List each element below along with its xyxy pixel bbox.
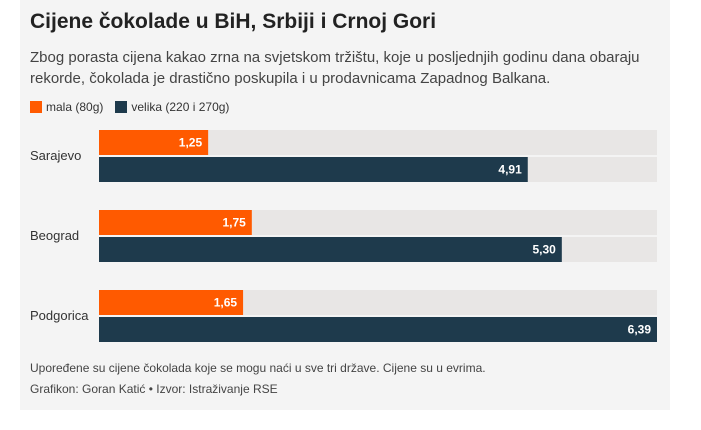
bar-chart: Sarajevo 1,25 4,91 Beograd 1,75 5,30 Podgorica…: [30, 130, 657, 342]
bar-podgorica-small: [99, 290, 244, 315]
data-label-sarajevo-large: 4,91: [498, 163, 522, 177]
chart-title: Cijene čokolade u BiH, Srbiji i Crnoj Go…: [30, 10, 437, 33]
data-label-sarajevo-small: 1,25: [179, 136, 203, 150]
legend-item-small: mala (80g): [30, 100, 103, 114]
data-label-podgorica-small: 1,65: [214, 296, 238, 310]
legend-label-large: velika (220 i 270g): [131, 100, 230, 114]
category-label-beograd: Beograd: [30, 228, 79, 243]
legend-swatch-large: [115, 101, 128, 113]
bar-sarajevo-large: [99, 157, 528, 182]
bar-beograd-small: [99, 210, 252, 235]
bar-podgorica-large: [99, 317, 657, 342]
chart-note: Upoređene su cijene čokolada koje se mog…: [30, 361, 486, 375]
legend-label-small: mala (80g): [46, 100, 104, 114]
legend-item-large: velika (220 i 270g): [115, 100, 229, 114]
category-label-podgorica: Podgorica: [30, 308, 89, 323]
chart-subtitle: Zbog porasta cijena kakao zrna na svjets…: [30, 49, 640, 87]
bar-sarajevo-small: [99, 130, 209, 155]
category-label-sarajevo: Sarajevo: [30, 148, 81, 163]
data-label-beograd-small: 1,75: [222, 216, 246, 230]
chart-credit: Grafikon: Goran Katić • Izvor: Istraživa…: [30, 382, 278, 396]
chart-legend: mala (80g) velika (220 i 270g): [30, 99, 241, 115]
bar-beograd-large: [99, 237, 562, 262]
legend-swatch-small: [30, 101, 42, 113]
chart-card: Cijene čokolade u BiH, Srbiji i Crnoj Go…: [20, 0, 670, 410]
data-label-beograd-large: 5,30: [532, 243, 556, 257]
data-label-podgorica-large: 6,39: [628, 323, 652, 337]
